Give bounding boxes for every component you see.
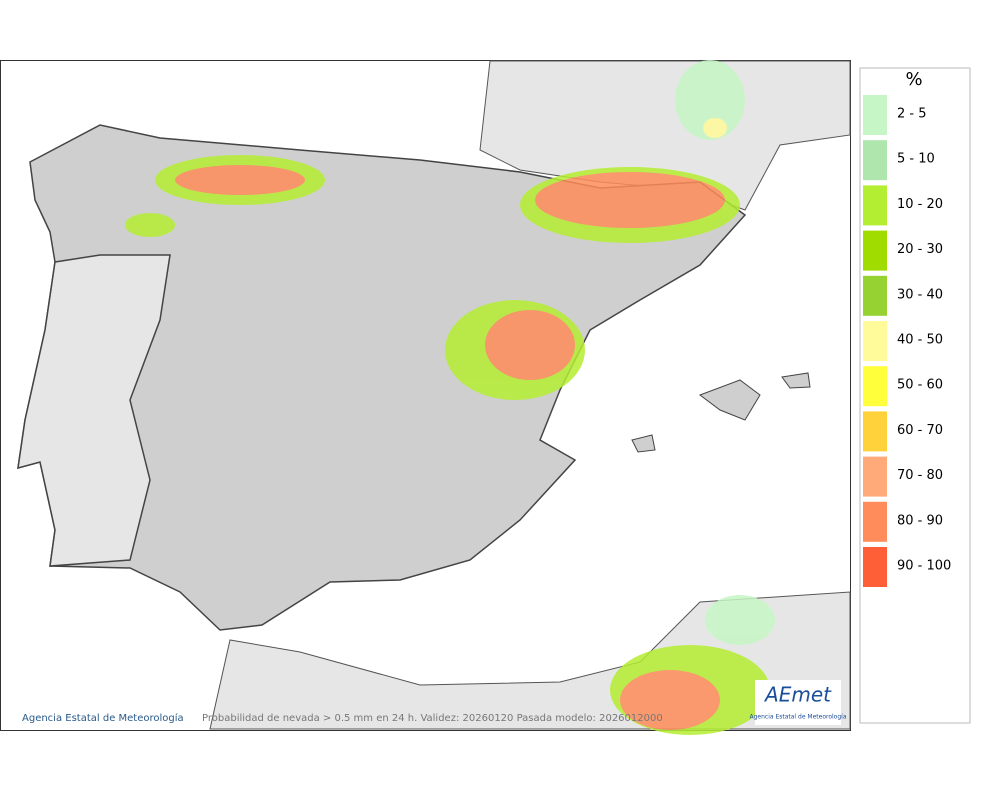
- legend-label: 80 - 90: [897, 513, 943, 528]
- legend-label: 40 - 50: [897, 333, 943, 348]
- legend-swatch: [863, 547, 887, 587]
- legend-swatch: [863, 456, 887, 497]
- balearic-island: [631, 434, 656, 453]
- legend-label: 10 - 20: [897, 197, 943, 212]
- legend-label: 20 - 30: [897, 242, 943, 257]
- legend-swatch: [863, 366, 887, 407]
- legend-label: 60 - 70: [897, 423, 943, 438]
- legend-swatch: [863, 140, 887, 181]
- legend-label: 5 - 10: [897, 152, 935, 167]
- legend-swatch: [863, 411, 887, 452]
- legend-swatch: [863, 95, 887, 135]
- legend-label: 70 - 80: [897, 468, 943, 483]
- legend-label: 2 - 5: [897, 107, 927, 122]
- legend-swatch: [863, 230, 887, 271]
- balearic-island: [698, 379, 761, 421]
- logo-subtitle: Agencia Estatal de Meteorología: [750, 714, 847, 721]
- snow-areas: [125, 60, 775, 735]
- logo-name: AEmet: [763, 683, 832, 707]
- legend-label: 30 - 40: [897, 287, 943, 302]
- legend-title: %: [905, 69, 922, 90]
- legend-swatch: [863, 185, 887, 226]
- caption: Probabilidad de nevada > 0.5 mm en 24 h.…: [202, 713, 663, 724]
- legend-swatch: [863, 321, 887, 361]
- credit: Agencia Estatal de Meteorología: [22, 712, 184, 724]
- legend-swatch: [863, 275, 887, 316]
- logo-box: [755, 680, 841, 725]
- legend-label: 50 - 60: [897, 378, 943, 393]
- legend-label: 90 - 100: [897, 559, 951, 574]
- balearic-island: [781, 372, 811, 389]
- legend-swatch: [863, 501, 887, 542]
- portugal: [17, 254, 171, 567]
